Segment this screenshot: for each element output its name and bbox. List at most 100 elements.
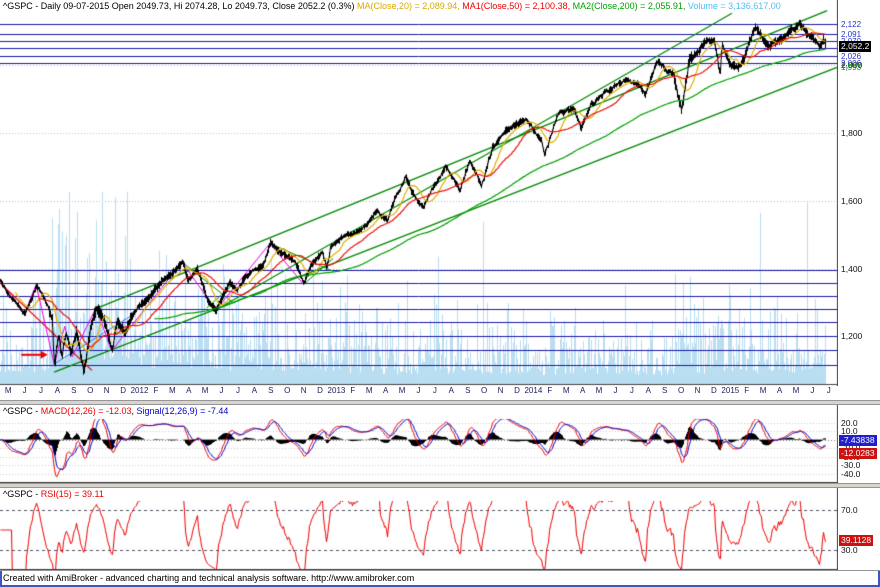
- date-axis-label: J: [39, 386, 44, 395]
- date-axis-label: F: [744, 386, 750, 395]
- price-last-value-badge: 2,052.2: [839, 41, 872, 53]
- date-axis[interactable]: M J J A S O N D 2012 F M A M J J A S O N D 2013 F M A M J J A S O N D 20…: [0, 386, 838, 399]
- date-axis-label: M: [168, 386, 176, 395]
- date-axis-label: N: [694, 386, 701, 395]
- axis-label: 1,993: [841, 63, 862, 73]
- date-axis-label: D: [120, 386, 126, 395]
- date-axis-label: M: [759, 386, 767, 395]
- date-axis-label: J: [22, 386, 27, 395]
- date-axis-label: O: [284, 386, 291, 395]
- date-axis-label: N: [497, 386, 504, 395]
- title-segment: MA1(Close,50) = 2,100.38,: [462, 1, 573, 11]
- date-axis-label: D: [317, 386, 323, 395]
- macd-signal-badge: -7.43838: [839, 434, 877, 446]
- macd-pane-title: ^GSPC - MACD(12,26) = -12.03, Signal(12,…: [3, 406, 228, 416]
- title-segment: MA(Close,20) = 2,089.94,: [356, 1, 463, 11]
- axis-label: 1,400: [841, 263, 863, 274]
- date-axis-label: D: [514, 386, 520, 395]
- date-axis-label: A: [776, 386, 783, 395]
- date-axis-label: A: [186, 386, 192, 395]
- date-axis-label: O: [481, 386, 488, 395]
- panel-splitter[interactable]: [0, 400, 880, 405]
- title-segment: MACD(12,26) = -12.03: [40, 406, 132, 416]
- price-panel: ^GSPC - Daily 09-07-2015 Open 2049.73, H…: [0, 0, 880, 400]
- rsi-panel: ^GSPC - RSI(15) = 39.11 70.0 30.0 39.1128: [0, 488, 880, 570]
- title-segment: RSI(15) = 39.11: [40, 489, 104, 499]
- date-axis-label: S: [71, 386, 77, 395]
- rsi-chart-canvas[interactable]: [0, 488, 838, 570]
- date-axis-label: J: [219, 386, 224, 395]
- axis-label: 2,006: [841, 58, 862, 68]
- macd-panel: ^GSPC - MACD(12,26) = -12.03, Signal(12,…: [0, 405, 880, 483]
- title-segment: ,: [131, 406, 137, 416]
- axis-label: 1,200: [841, 331, 863, 342]
- date-axis-label: S: [465, 386, 471, 395]
- date-axis-label: A: [645, 386, 651, 395]
- date-axis-label: J: [613, 386, 618, 395]
- axis-label: 20.0: [841, 417, 858, 428]
- macd-value-badge: -12.0283: [839, 447, 877, 459]
- title-segment: Signal(12,26,9) = -7.44: [136, 406, 229, 416]
- title-segment: MA2(Close,200) = 2,055.91,: [572, 1, 688, 11]
- date-axis-label: N: [103, 386, 110, 395]
- axis-label: 70.0: [841, 505, 858, 515]
- date-axis-label: F: [547, 386, 553, 395]
- rsi-value-badge: 39.1128: [839, 534, 874, 546]
- price-chart-canvas[interactable]: [0, 0, 838, 386]
- date-axis-label: M: [595, 386, 603, 395]
- date-axis-label: A: [448, 386, 454, 395]
- date-axis-label: J: [629, 386, 634, 395]
- axis-label: -40.0: [841, 468, 861, 479]
- panel-splitter[interactable]: [0, 483, 880, 488]
- date-axis-label: A: [383, 386, 389, 395]
- axis-label: 1,800: [841, 127, 863, 138]
- rsi-y-axis[interactable]: 70.0 30.0 39.1128: [838, 488, 880, 570]
- axis-label: -30.0: [841, 460, 861, 471]
- date-axis-label: J: [432, 386, 437, 395]
- date-axis-label: D: [711, 386, 717, 395]
- date-axis-label: M: [792, 386, 800, 395]
- axis-label: 1,600: [841, 195, 863, 206]
- date-axis-label: 2015: [721, 386, 740, 395]
- date-axis-label: 2012: [130, 386, 149, 395]
- axis-label: 30.0: [841, 545, 858, 555]
- date-axis-label: M: [398, 386, 406, 395]
- axis-label: 10.0: [841, 426, 858, 437]
- axis-label: 2,091: [841, 30, 862, 40]
- date-axis-label: J: [235, 386, 240, 395]
- panel-divider: [0, 570, 880, 571]
- date-axis-label: F: [350, 386, 356, 395]
- price-y-axis[interactable]: 2,0001,8001,6001,4001,2002,1222,0912,070…: [838, 0, 880, 400]
- axis-label: 2,122: [841, 19, 862, 29]
- macd-y-axis[interactable]: 20.010.00.0-10.0-20.0-30.0-40.0-7.43838-…: [838, 405, 880, 483]
- date-axis-label: M: [201, 386, 209, 395]
- date-axis-label: S: [268, 386, 274, 395]
- title-segment: ^GSPC -: [3, 489, 41, 499]
- date-axis-label: J: [416, 386, 421, 395]
- title-segment: ^GSPC - Daily 09-07-2015 Open 2049.73, H…: [3, 1, 357, 11]
- date-axis-label: N: [300, 386, 307, 395]
- date-axis-label: O: [677, 386, 685, 395]
- date-axis-label: 2014: [524, 386, 543, 395]
- macd-chart-canvas[interactable]: [0, 405, 838, 483]
- date-axis-label: M: [365, 386, 373, 395]
- title-segment: Volume = 3,136,617.00: [687, 1, 781, 11]
- date-axis-label: F: [153, 386, 159, 395]
- axis-label: 2,000: [841, 59, 863, 70]
- axis-label: 2,026: [841, 52, 862, 62]
- date-axis-label: A: [54, 386, 61, 395]
- price-pane-title: ^GSPC - Daily 09-07-2015 Open 2049.73, H…: [3, 1, 781, 11]
- date-axis-label: J: [810, 386, 815, 395]
- date-axis-label: M: [4, 386, 12, 395]
- footer-credit: Created with AmiBroker - advanced charti…: [3, 573, 415, 583]
- date-axis-label: A: [251, 386, 258, 395]
- title-segment: ^GSPC -: [3, 406, 41, 416]
- date-axis-label: O: [87, 386, 94, 395]
- date-axis-label: J: [826, 386, 831, 395]
- rsi-pane-title: ^GSPC - RSI(15) = 39.11: [3, 489, 104, 499]
- date-axis-label: S: [662, 386, 668, 395]
- date-axis-label: A: [579, 386, 586, 395]
- date-axis-label: M: [562, 386, 570, 395]
- date-axis-label: 2013: [327, 386, 346, 395]
